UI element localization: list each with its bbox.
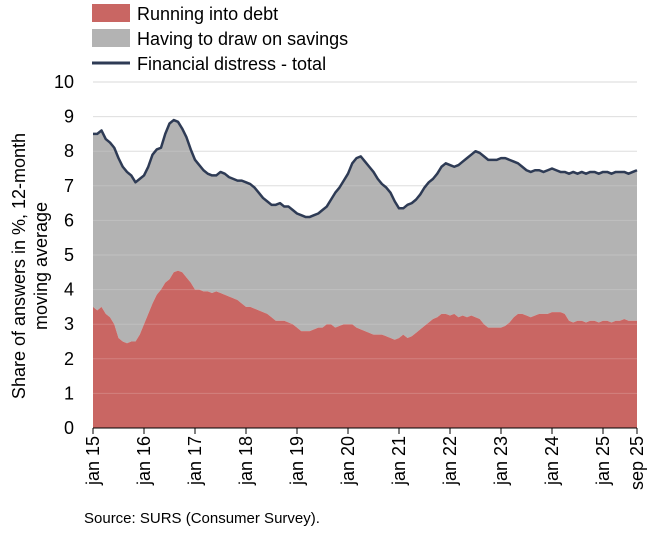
y-tick-label: 6 <box>64 210 74 230</box>
y-tick-label: 1 <box>64 383 74 403</box>
y-tick-label: 3 <box>64 314 74 334</box>
y-tick-label: 9 <box>64 107 74 127</box>
x-tick-label: jan 20 <box>338 436 358 486</box>
x-tick-label: jan 18 <box>236 436 256 486</box>
plot-area: 0 1 2 3 4 5 6 7 8 9 10 jan 15 jan 16 jan 17 jan 18 jan … <box>54 72 647 490</box>
x-tick-label: jan 21 <box>389 436 409 486</box>
legend: Running into debt Having to draw on savi… <box>92 4 348 74</box>
x-tick-label: jan 24 <box>542 436 562 486</box>
y-tick-label: 10 <box>54 72 74 92</box>
legend-label-savings: Having to draw on savings <box>137 29 348 49</box>
line-financial-distress-total <box>93 118 638 219</box>
area-debt <box>93 270 637 428</box>
y-tick-label: 2 <box>64 349 74 369</box>
x-tick-label: jan 23 <box>491 436 511 486</box>
legend-swatch-debt <box>92 4 130 22</box>
legend-label-debt: Running into debt <box>137 4 278 24</box>
x-tick-label: jan 25 <box>593 436 613 486</box>
x-tick-label: sep 25 <box>627 436 647 490</box>
x-tick-label: jan 15 <box>83 436 103 486</box>
y-axis-title: Share of answers in %, 12-month moving a… <box>9 133 51 399</box>
x-tick-label: jan 17 <box>185 436 205 486</box>
y-tick-label: 8 <box>64 141 74 161</box>
x-tick-label: jan 16 <box>134 436 154 486</box>
x-tick-label: jan 19 <box>287 436 307 486</box>
legend-swatch-savings <box>92 29 130 47</box>
y-axis-title-line-2: moving average <box>31 202 51 330</box>
x-tick-label: jan 22 <box>440 436 460 486</box>
source-note: Source: SURS (Consumer Survey). <box>84 510 320 527</box>
legend-label-total: Financial distress - total <box>137 54 326 74</box>
y-axis-title-line-1: Share of answers in %, 12-month <box>9 133 29 399</box>
y-tick-label: 5 <box>64 245 74 265</box>
y-tick-label: 4 <box>64 280 74 300</box>
y-tick-label: 0 <box>64 418 74 438</box>
y-tick-label: 7 <box>64 176 74 196</box>
area-savings <box>93 120 637 344</box>
